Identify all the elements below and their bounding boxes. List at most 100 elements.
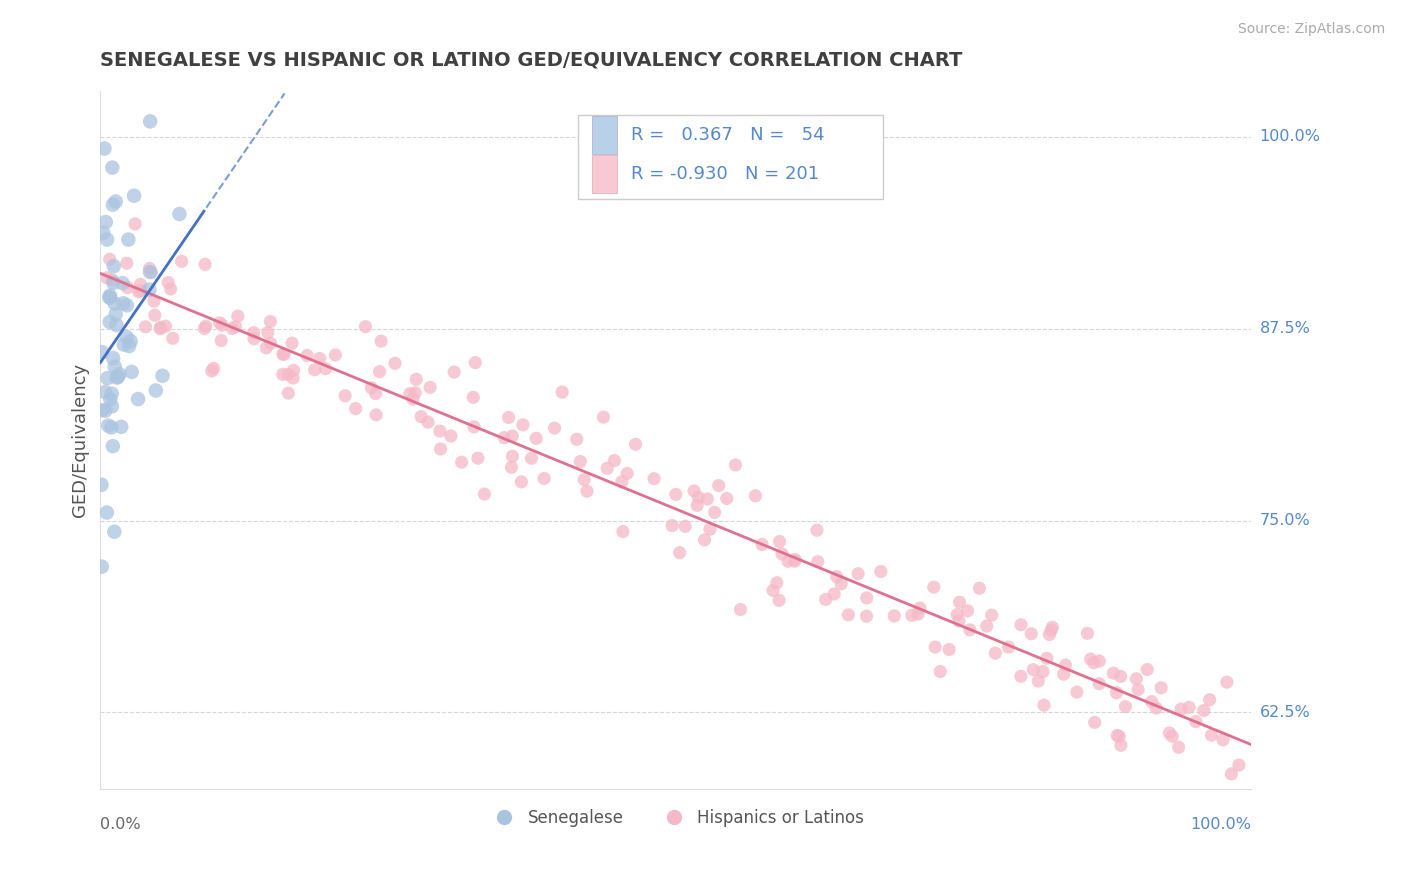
Point [1108, 730, 1130, 744]
Point [256, 326, 278, 340]
Point [142, 294, 165, 309]
Point [157, 276, 180, 290]
Point [696, 491, 718, 506]
Point [169, 207, 191, 221]
Point [97, 418, 120, 433]
Point [569, 454, 592, 468]
Point [1080, 652, 1102, 666]
Point [115, 298, 138, 312]
Point [344, 401, 367, 416]
Point [443, 365, 465, 379]
Legend: Senegalese, Hispanics or Latinos: Senegalese, Hispanics or Latinos [481, 802, 870, 833]
Point [139, 114, 162, 128]
Point [997, 640, 1019, 654]
Text: 87.5%: 87.5% [1260, 321, 1310, 336]
Point [98, 392, 121, 407]
Point [512, 417, 534, 432]
Point [98, 291, 121, 305]
Point [115, 330, 138, 344]
Bar [592, 116, 617, 154]
Point [117, 233, 139, 247]
Point [208, 316, 231, 330]
Point [616, 467, 638, 481]
Point [314, 361, 336, 376]
Point [855, 591, 877, 605]
Point [145, 384, 167, 398]
Point [226, 309, 249, 323]
Point [129, 277, 152, 292]
Point [980, 608, 1002, 623]
Point [1083, 656, 1105, 670]
Point [846, 566, 869, 581]
Point [122, 188, 145, 202]
Point [551, 385, 574, 400]
Point [128, 285, 150, 299]
Point [1161, 729, 1184, 743]
Point [969, 582, 991, 596]
Point [98, 288, 121, 302]
Point [118, 339, 141, 353]
Point [101, 439, 124, 453]
Point [1150, 681, 1173, 695]
Point [665, 487, 688, 501]
Point [1088, 677, 1111, 691]
Point [900, 608, 922, 623]
Point [1066, 685, 1088, 699]
Point [91, 226, 114, 240]
Point [281, 371, 304, 385]
Point [354, 319, 377, 334]
Point [104, 194, 127, 209]
Point [762, 583, 785, 598]
Point [94, 403, 117, 417]
Point [624, 437, 647, 451]
Point [152, 368, 174, 383]
Point [1136, 663, 1159, 677]
Point [100, 420, 122, 434]
Point [575, 484, 598, 499]
Point [101, 197, 124, 211]
Point [467, 451, 489, 466]
Point [699, 522, 721, 536]
Point [281, 336, 304, 351]
Point [956, 604, 979, 618]
Point [976, 619, 998, 633]
Text: R = -0.930   N = 201: R = -0.930 N = 201 [631, 165, 820, 183]
Point [610, 475, 633, 489]
Point [1220, 767, 1243, 781]
Point [104, 359, 127, 374]
Point [111, 276, 134, 290]
Point [1022, 663, 1045, 677]
Point [138, 261, 160, 276]
Point [96, 232, 118, 246]
Point [121, 365, 143, 379]
Point [1010, 669, 1032, 683]
Point [574, 473, 596, 487]
Point [1198, 692, 1220, 706]
Point [783, 552, 806, 566]
Point [924, 640, 946, 654]
Point [765, 575, 787, 590]
Point [138, 283, 160, 297]
Point [170, 254, 193, 268]
Bar [592, 155, 617, 194]
Point [596, 461, 619, 475]
Point [90, 477, 112, 491]
Point [1125, 672, 1147, 686]
Point [193, 321, 215, 335]
Point [242, 326, 264, 340]
Point [384, 356, 406, 370]
Point [260, 336, 283, 351]
Point [149, 320, 172, 334]
Point [783, 554, 806, 568]
Text: 0.0%: 0.0% [100, 817, 141, 832]
Point [201, 364, 224, 378]
Point [494, 431, 516, 445]
Point [543, 421, 565, 435]
Point [855, 609, 877, 624]
Point [688, 490, 710, 504]
Point [333, 389, 356, 403]
Point [501, 450, 523, 464]
Point [1126, 682, 1149, 697]
Point [1019, 626, 1042, 640]
Point [254, 341, 277, 355]
